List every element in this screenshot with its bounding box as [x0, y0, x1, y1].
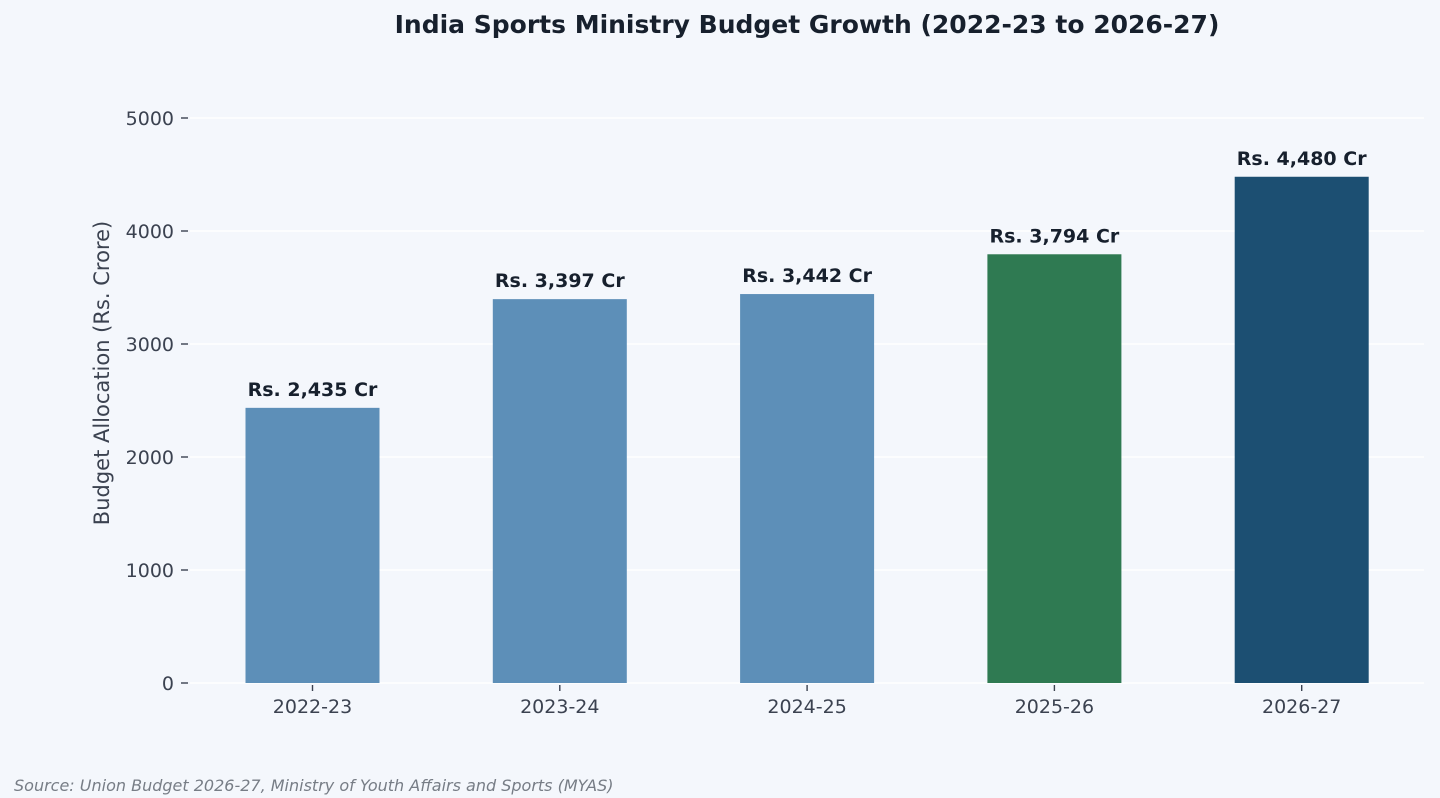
value-label-2026-27: Rs. 4,480 Cr — [1237, 148, 1367, 170]
value-label-2024-25: Rs. 3,442 Cr — [742, 265, 872, 287]
y-tick-label: 4000 — [126, 221, 174, 243]
value-label-2023-24: Rs. 3,397 Cr — [495, 270, 625, 292]
y-tick-label: 1000 — [126, 560, 174, 582]
value-label-2025-26: Rs. 3,794 Cr — [989, 225, 1119, 247]
y-tick-label: 0 — [162, 673, 174, 695]
bar-2025-26 — [987, 254, 1122, 683]
source-note: Source: Union Budget 2026-27, Ministry o… — [14, 776, 614, 795]
bar-2022-23 — [245, 407, 380, 683]
chart-title: India Sports Ministry Budget Growth (202… — [395, 10, 1220, 39]
bar-2026-27 — [1234, 176, 1369, 683]
bar-2023-24 — [492, 299, 627, 683]
bars — [245, 176, 1369, 683]
y-tick-label: 3000 — [126, 334, 174, 356]
y-tick-label: 5000 — [126, 108, 174, 130]
y-tick-label: 2000 — [126, 447, 174, 469]
x-tick-label-2024-25: 2024-25 — [767, 696, 846, 718]
y-axis: 0 1000 2000 3000 4000 5000 — [126, 108, 188, 695]
x-tick-label-2023-24: 2023-24 — [520, 696, 599, 718]
y-axis-label: Budget Allocation (Rs. Crore) — [90, 221, 114, 525]
x-tick-label-2025-26: 2025-26 — [1015, 696, 1094, 718]
x-axis: 2022-23 2023-24 2024-25 2025-26 2026-27 — [273, 685, 1341, 718]
x-tick-label-2026-27: 2026-27 — [1262, 696, 1341, 718]
value-labels: Rs. 2,435 Cr Rs. 3,397 Cr Rs. 3,442 Cr Rs. … — [248, 148, 1368, 401]
bar-2024-25 — [740, 294, 875, 683]
value-label-2022-23: Rs. 2,435 Cr — [248, 379, 378, 401]
x-tick-label-2022-23: 2022-23 — [273, 696, 352, 718]
